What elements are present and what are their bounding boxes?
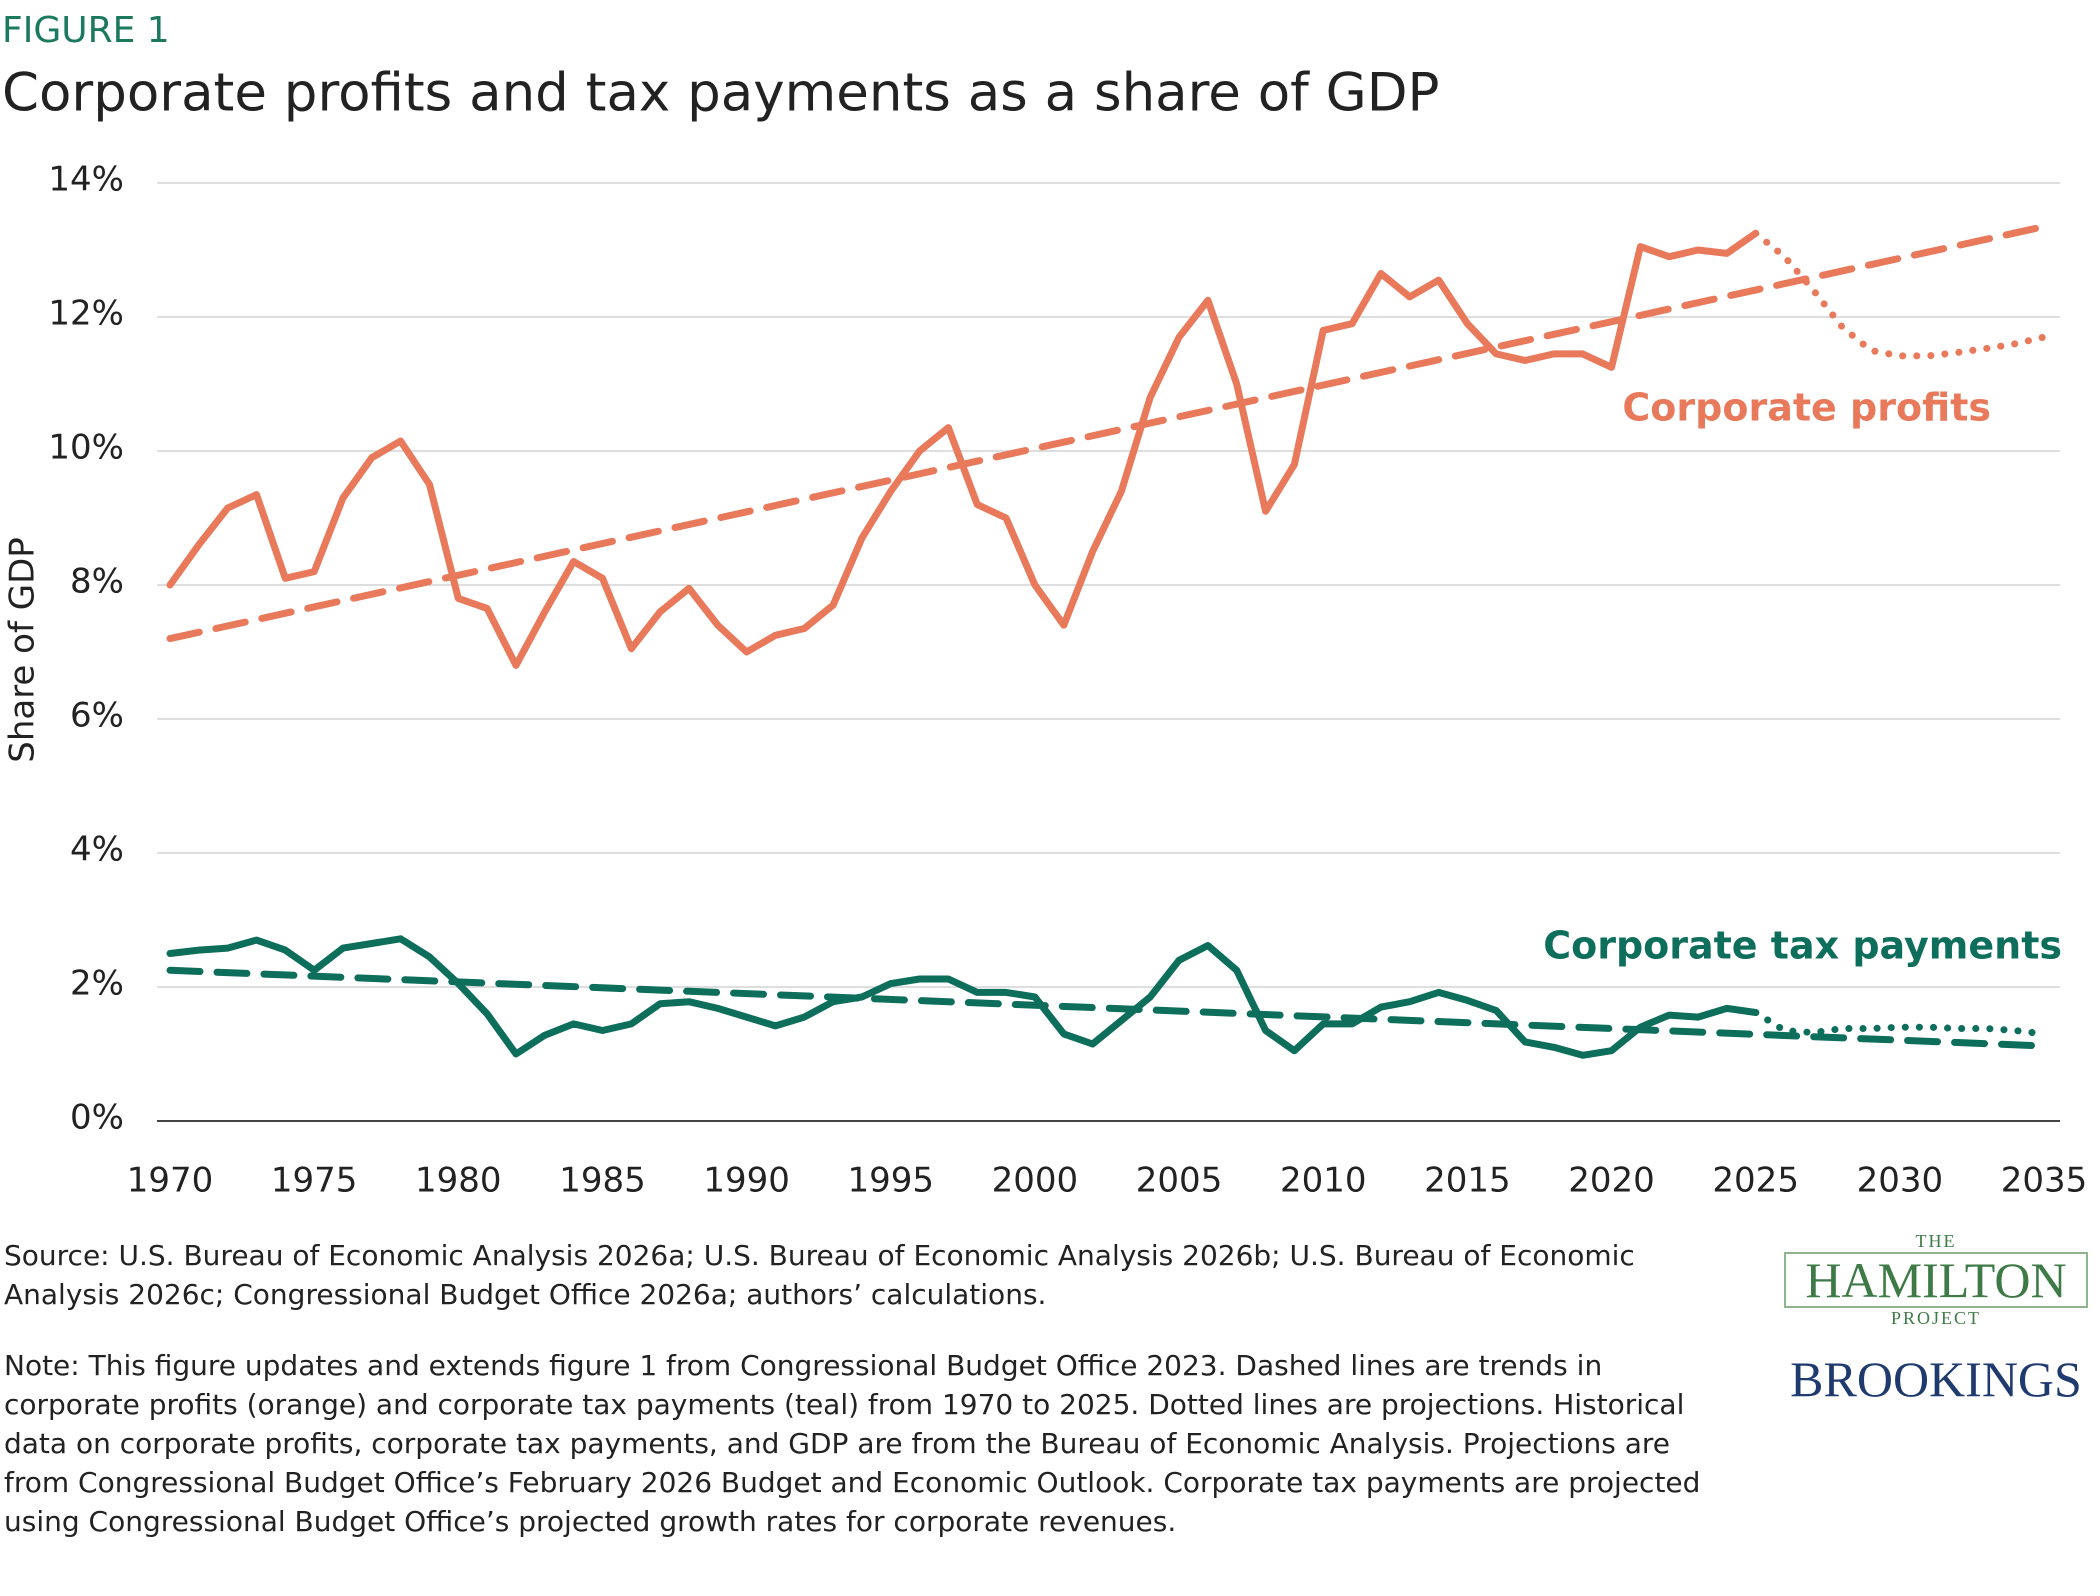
x-tick-label: 2025 xyxy=(1712,1161,1799,1201)
x-tick-label: 2010 xyxy=(1280,1161,1367,1201)
y-tick-label: 10% xyxy=(48,428,124,468)
x-tick-label: 2035 xyxy=(2001,1161,2088,1201)
figure-label: FIGURE 1 xyxy=(2,10,170,51)
logo-project: PROJECT xyxy=(1784,1306,2088,1328)
solid-line xyxy=(166,229,1760,669)
x-tick-label: 2000 xyxy=(992,1161,1079,1201)
note: Note: This figure updates and extends fi… xyxy=(4,1349,1701,1538)
dotted-line xyxy=(1752,1009,2048,1038)
x-tick-label: 2020 xyxy=(1568,1161,1655,1201)
x-tick-label: 2005 xyxy=(1136,1161,1223,1201)
x-tick-label: 1975 xyxy=(271,1161,358,1201)
logo-the: THE xyxy=(1915,1231,1957,1251)
x-tick-label: 1970 xyxy=(127,1161,214,1201)
series-label: Corporate profits xyxy=(1622,386,1991,430)
y-axis-label: Share of GDP xyxy=(3,537,43,763)
y-tick-label: 4% xyxy=(70,830,124,870)
logo-hamilton: HAMILTON xyxy=(1784,1252,2088,1306)
y-tick-label: 6% xyxy=(70,696,124,736)
x-tick-label: 1980 xyxy=(415,1161,502,1201)
dashed-line xyxy=(166,223,2048,643)
x-tick-label: 2015 xyxy=(1424,1161,1511,1201)
hamilton-logo: THE HAMILTON PROJECT xyxy=(1784,1230,2088,1328)
dashed-line xyxy=(166,966,2048,1050)
source-note: Source: U.S. Bureau of Economic Analysis… xyxy=(4,1239,1635,1311)
y-tick-label: 2% xyxy=(70,964,124,1004)
chart-title: Corporate profits and tax payments as a … xyxy=(2,63,1440,124)
x-tick-label: 1990 xyxy=(703,1161,790,1201)
y-tick-label: 0% xyxy=(70,1098,124,1138)
chart: FIGURE 1 Corporate profits and tax payme… xyxy=(2,10,2088,1201)
solid-line xyxy=(166,935,1760,1059)
x-tick-label: 1995 xyxy=(848,1161,935,1201)
x-tick-label: 2030 xyxy=(1857,1161,1944,1201)
dotted-line xyxy=(1752,229,2048,360)
brookings-logo: BROOKINGS xyxy=(1790,1351,2082,1407)
y-tick-label: 14% xyxy=(48,160,124,200)
series-label: Corporate tax payments xyxy=(1543,924,2062,968)
x-tick-label: 1985 xyxy=(559,1161,646,1201)
y-tick-label: 8% xyxy=(70,562,124,602)
y-tick-label: 12% xyxy=(48,294,124,334)
